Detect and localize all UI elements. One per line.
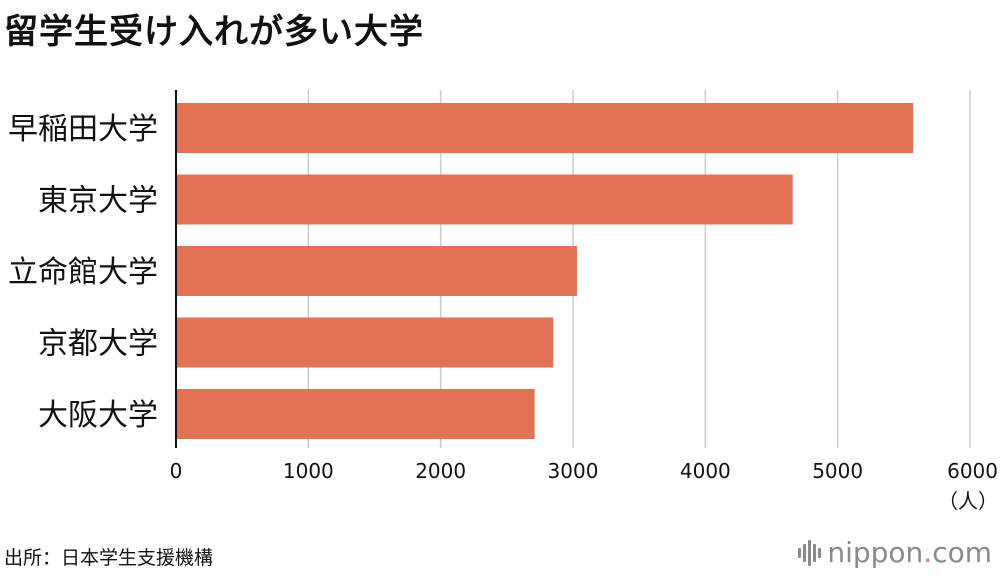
x-tick-label: 1000 bbox=[283, 459, 334, 483]
x-tick-label: 3000 bbox=[548, 459, 599, 483]
source-note: 出所：日本学生支援機構 bbox=[4, 547, 214, 569]
x-tick-label: 4000 bbox=[680, 459, 731, 483]
category-label: 立命館大学 bbox=[8, 255, 158, 290]
bar bbox=[176, 389, 535, 439]
bar bbox=[176, 174, 793, 225]
category-label: 東京大学 bbox=[38, 184, 158, 219]
x-tick-label: 5000 bbox=[812, 459, 863, 483]
nippon-logo: nippon.com bbox=[798, 536, 992, 569]
x-tick-label: 6000 bbox=[947, 459, 998, 483]
bars bbox=[176, 103, 914, 439]
x-tick-label: 0 bbox=[170, 459, 183, 483]
x-unit-label: （人） bbox=[938, 489, 998, 513]
category-label: 早稲田大学 bbox=[8, 112, 158, 147]
bar bbox=[176, 246, 577, 296]
category-label: 大阪大学 bbox=[38, 398, 158, 433]
category-label: 京都大学 bbox=[38, 327, 158, 362]
bar bbox=[176, 317, 554, 368]
x-tick-label: 2000 bbox=[415, 459, 466, 483]
sound-wave-icon bbox=[798, 539, 822, 566]
bar bbox=[176, 103, 914, 153]
x-tick-labels: 0 1000 2000 3000 4000 5000 6000 bbox=[170, 459, 998, 483]
chart-title: 留学生受け入れが多い大学 bbox=[4, 12, 424, 52]
logo-text: nippon.com bbox=[827, 536, 992, 569]
